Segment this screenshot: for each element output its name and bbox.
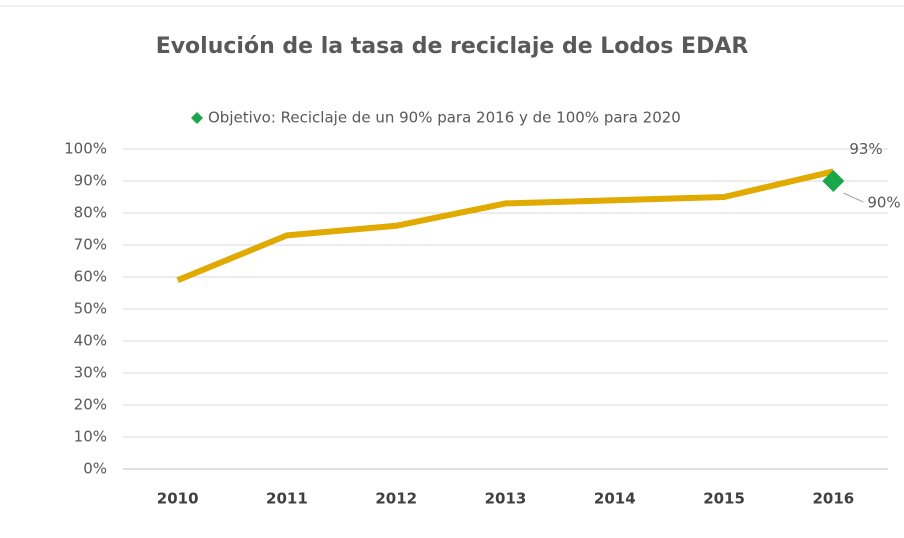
target-marker (822, 170, 845, 192)
y-tick-label: 70% (74, 236, 107, 254)
y-tick-label: 10% (74, 428, 107, 446)
x-tick-label: 2011 (266, 490, 308, 508)
chart-title: Evolución de la tasa de reciclaje de Lod… (156, 34, 749, 59)
x-tick-label: 2015 (703, 490, 745, 508)
y-tick-label: 40% (74, 332, 107, 350)
x-tick-label: 2010 (157, 490, 199, 508)
legend-marker (191, 112, 203, 124)
y-tick-label: 20% (74, 396, 107, 414)
y-tick-label: 60% (74, 268, 107, 286)
x-tick-label: 2012 (375, 490, 417, 508)
line-series (176, 168, 835, 283)
y-tick-label: 100% (64, 140, 107, 158)
y-tick-label: 80% (74, 204, 107, 222)
y-tick-label: 90% (74, 172, 107, 190)
leader-line (843, 192, 864, 203)
data-label: 90% (867, 194, 900, 212)
x-tick-label: 2016 (812, 490, 854, 508)
x-tick-label: 2014 (594, 490, 636, 508)
legend-label: Objetivo: Reciclaje de un 90% para 2016 … (208, 109, 681, 127)
x-tick-label: 2013 (485, 490, 527, 508)
y-tick-label: 30% (74, 364, 107, 382)
y-tick-label: 50% (74, 300, 107, 318)
y-tick-label: 0% (83, 460, 107, 478)
data-label: 93% (849, 140, 882, 158)
